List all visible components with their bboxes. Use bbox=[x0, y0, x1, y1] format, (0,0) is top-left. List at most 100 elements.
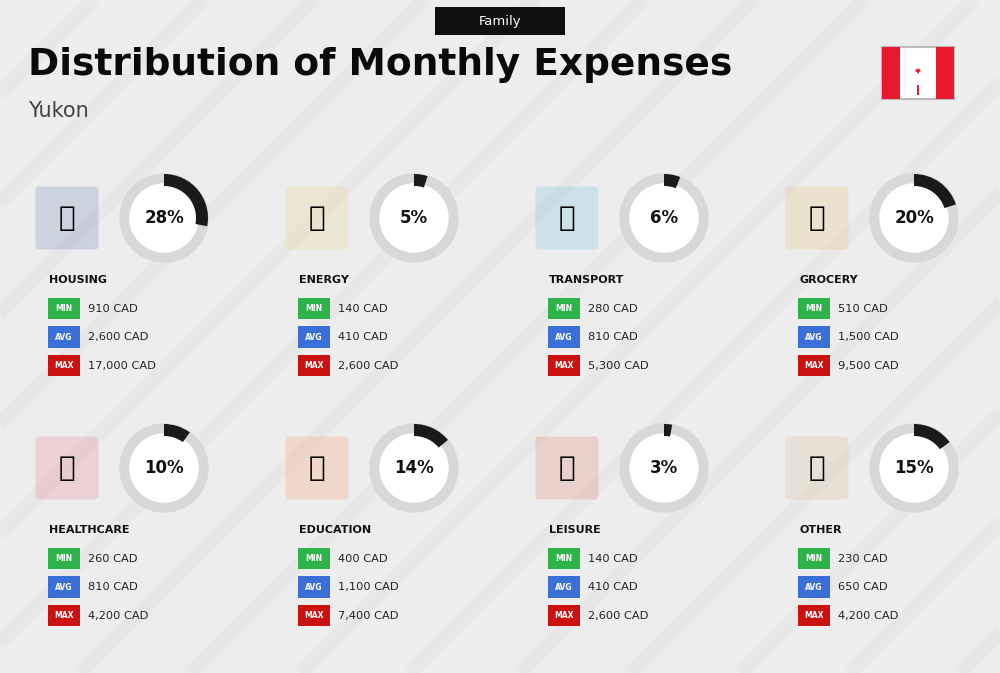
Circle shape bbox=[620, 424, 708, 512]
Circle shape bbox=[120, 424, 208, 512]
Circle shape bbox=[120, 174, 208, 262]
FancyBboxPatch shape bbox=[548, 576, 580, 598]
Text: 28%: 28% bbox=[144, 209, 184, 227]
FancyBboxPatch shape bbox=[936, 47, 954, 99]
Text: 810 CAD: 810 CAD bbox=[88, 582, 138, 592]
FancyBboxPatch shape bbox=[548, 605, 580, 627]
Wedge shape bbox=[414, 174, 428, 188]
Wedge shape bbox=[914, 424, 950, 449]
FancyBboxPatch shape bbox=[786, 437, 848, 499]
FancyBboxPatch shape bbox=[798, 326, 830, 348]
FancyBboxPatch shape bbox=[48, 297, 80, 319]
Text: 🔌: 🔌 bbox=[309, 204, 325, 232]
Text: 2,600 CAD: 2,600 CAD bbox=[338, 361, 398, 371]
FancyBboxPatch shape bbox=[48, 326, 80, 348]
Text: 140 CAD: 140 CAD bbox=[588, 553, 638, 563]
Wedge shape bbox=[664, 424, 672, 437]
Text: 650 CAD: 650 CAD bbox=[838, 582, 888, 592]
Text: MAX: MAX bbox=[554, 611, 574, 620]
Text: 1,500 CAD: 1,500 CAD bbox=[838, 332, 899, 342]
Text: 2,600 CAD: 2,600 CAD bbox=[88, 332, 148, 342]
Text: MIN: MIN bbox=[55, 304, 73, 313]
FancyBboxPatch shape bbox=[36, 186, 98, 250]
Text: 6%: 6% bbox=[650, 209, 678, 227]
FancyBboxPatch shape bbox=[286, 437, 349, 499]
Text: 🎓: 🎓 bbox=[309, 454, 325, 482]
Text: MAX: MAX bbox=[804, 611, 824, 620]
Text: AVG: AVG bbox=[805, 332, 823, 341]
FancyBboxPatch shape bbox=[48, 548, 80, 569]
Wedge shape bbox=[164, 174, 208, 226]
FancyBboxPatch shape bbox=[298, 576, 330, 598]
Circle shape bbox=[870, 174, 958, 262]
Wedge shape bbox=[414, 424, 448, 448]
Text: 2,600 CAD: 2,600 CAD bbox=[588, 610, 648, 621]
FancyBboxPatch shape bbox=[48, 605, 80, 627]
Text: AVG: AVG bbox=[305, 583, 323, 592]
Circle shape bbox=[370, 424, 458, 512]
Circle shape bbox=[380, 434, 448, 502]
Text: 20%: 20% bbox=[894, 209, 934, 227]
FancyBboxPatch shape bbox=[798, 548, 830, 569]
Text: 14%: 14% bbox=[394, 459, 434, 477]
Circle shape bbox=[880, 184, 948, 252]
Circle shape bbox=[130, 184, 198, 252]
Text: 💊: 💊 bbox=[59, 454, 75, 482]
FancyBboxPatch shape bbox=[286, 186, 349, 250]
Wedge shape bbox=[164, 424, 190, 442]
FancyBboxPatch shape bbox=[48, 576, 80, 598]
FancyBboxPatch shape bbox=[298, 605, 330, 627]
Text: 140 CAD: 140 CAD bbox=[338, 304, 388, 314]
Text: MAX: MAX bbox=[304, 611, 324, 620]
Text: LEISURE: LEISURE bbox=[549, 525, 601, 535]
Text: 410 CAD: 410 CAD bbox=[588, 582, 638, 592]
Wedge shape bbox=[914, 174, 956, 208]
Circle shape bbox=[630, 184, 698, 252]
Circle shape bbox=[630, 434, 698, 502]
Text: MAX: MAX bbox=[804, 361, 824, 370]
Text: MAX: MAX bbox=[304, 361, 324, 370]
FancyBboxPatch shape bbox=[548, 297, 580, 319]
Text: TRANSPORT: TRANSPORT bbox=[549, 275, 624, 285]
Text: OTHER: OTHER bbox=[799, 525, 842, 535]
Text: MIN: MIN bbox=[555, 304, 573, 313]
Text: 230 CAD: 230 CAD bbox=[838, 553, 888, 563]
Circle shape bbox=[380, 184, 448, 252]
FancyBboxPatch shape bbox=[298, 297, 330, 319]
Text: MAX: MAX bbox=[54, 361, 74, 370]
Text: 👛: 👛 bbox=[809, 454, 825, 482]
Text: 280 CAD: 280 CAD bbox=[588, 304, 638, 314]
Text: AVG: AVG bbox=[555, 332, 573, 341]
Text: 510 CAD: 510 CAD bbox=[838, 304, 888, 314]
Circle shape bbox=[370, 174, 458, 262]
Text: MIN: MIN bbox=[555, 554, 573, 563]
Text: 4,200 CAD: 4,200 CAD bbox=[838, 610, 898, 621]
Circle shape bbox=[880, 434, 948, 502]
FancyBboxPatch shape bbox=[798, 605, 830, 627]
Text: MIN: MIN bbox=[305, 304, 323, 313]
Text: 🛍: 🛍 bbox=[559, 454, 575, 482]
Text: 260 CAD: 260 CAD bbox=[88, 553, 138, 563]
Circle shape bbox=[130, 434, 198, 502]
Circle shape bbox=[870, 424, 958, 512]
Text: MAX: MAX bbox=[54, 611, 74, 620]
FancyBboxPatch shape bbox=[536, 186, 598, 250]
FancyBboxPatch shape bbox=[298, 326, 330, 348]
Text: HEALTHCARE: HEALTHCARE bbox=[49, 525, 130, 535]
Text: 1,100 CAD: 1,100 CAD bbox=[338, 582, 399, 592]
Text: MIN: MIN bbox=[805, 554, 823, 563]
Text: 🛒: 🛒 bbox=[809, 204, 825, 232]
Text: 3%: 3% bbox=[650, 459, 678, 477]
Text: AVG: AVG bbox=[55, 332, 73, 341]
Text: AVG: AVG bbox=[555, 583, 573, 592]
Text: 10%: 10% bbox=[144, 459, 184, 477]
Text: 810 CAD: 810 CAD bbox=[588, 332, 638, 342]
FancyBboxPatch shape bbox=[798, 355, 830, 376]
Text: GROCERY: GROCERY bbox=[799, 275, 858, 285]
FancyBboxPatch shape bbox=[798, 297, 830, 319]
Text: MIN: MIN bbox=[305, 554, 323, 563]
Text: EDUCATION: EDUCATION bbox=[299, 525, 371, 535]
Text: 5,300 CAD: 5,300 CAD bbox=[588, 361, 649, 371]
Wedge shape bbox=[664, 174, 680, 188]
Text: ENERGY: ENERGY bbox=[299, 275, 349, 285]
